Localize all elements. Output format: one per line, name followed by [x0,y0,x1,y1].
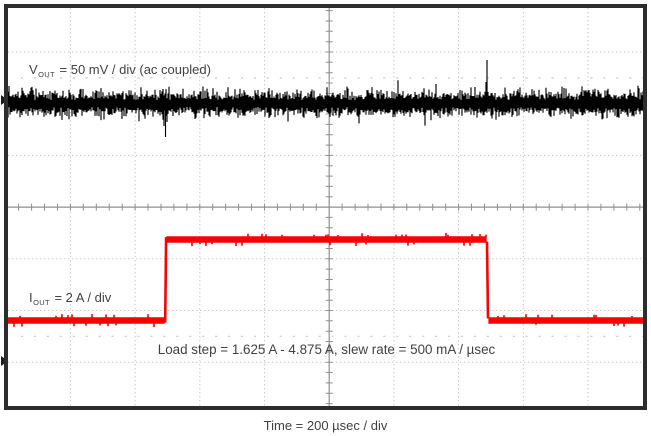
vout-label-prefix: V [29,62,38,77]
center-axes [8,8,643,406]
load-step-annotation: Load step = 1.625 A - 4.875 A, slew rate… [157,342,496,357]
vout-scale-label: VOUT = 50 mV / div (ac coupled) [29,61,211,80]
iout-label-prefix: I [29,290,33,305]
iout-label-subscript: OUT [33,298,50,307]
graticule-marker-dots [20,77,645,337]
time-axis-label: Time = 200 µsec / div [263,418,388,433]
plot-border [4,4,647,410]
iout-scale-label: IOUT = 2 A / div [29,289,111,308]
iout-label-rest: = 2 A / div [50,290,112,305]
iout-trace [8,236,643,324]
vout-label-rest: = 50 mV / div (ac coupled) [55,62,211,77]
iout-trace-noise [13,232,633,328]
vout-label-subscript: OUT [38,70,55,79]
iout-trace-edges [163,236,490,323]
